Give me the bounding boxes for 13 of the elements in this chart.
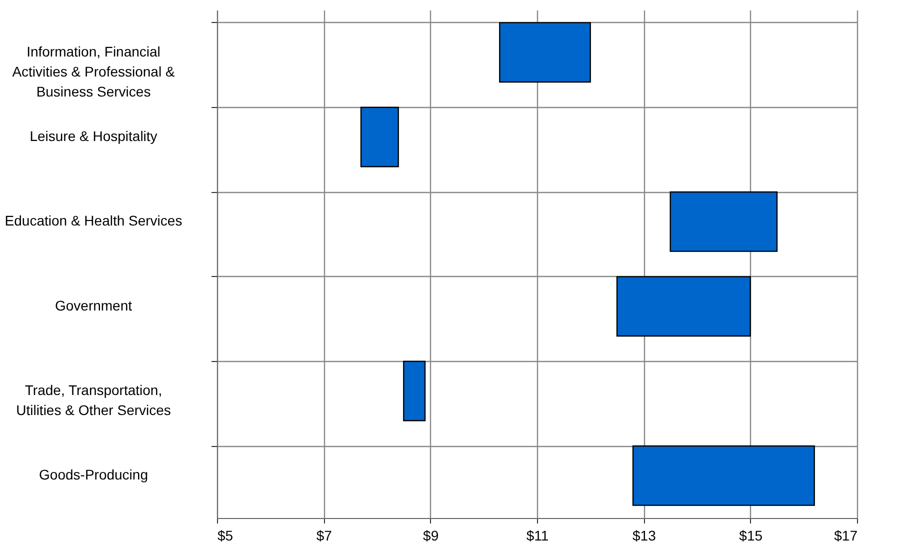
- y-tick-label: Leisure & Hospitality: [30, 128, 158, 144]
- x-tick-label: $5: [218, 528, 234, 544]
- y-tick-label: Goods-Producing: [39, 466, 148, 483]
- x-tick-label: $17: [834, 528, 858, 544]
- x-tick-label: $13: [632, 528, 656, 544]
- y-tick-label: Education & Health Services: [4, 212, 182, 229]
- x-tick-label: $11: [526, 528, 549, 544]
- x-tick-label: $9: [423, 528, 439, 544]
- x-tick-label: $7: [316, 528, 332, 544]
- y-tick-label: Trade, Transportation, Utilities & Other Services: [16, 382, 171, 418]
- y-tick-label: Government: [54, 297, 132, 314]
- x-tick-label: $15: [739, 528, 763, 544]
- y-tick-label: Information, Financial Activities & Professional & Business Services: [12, 43, 176, 100]
